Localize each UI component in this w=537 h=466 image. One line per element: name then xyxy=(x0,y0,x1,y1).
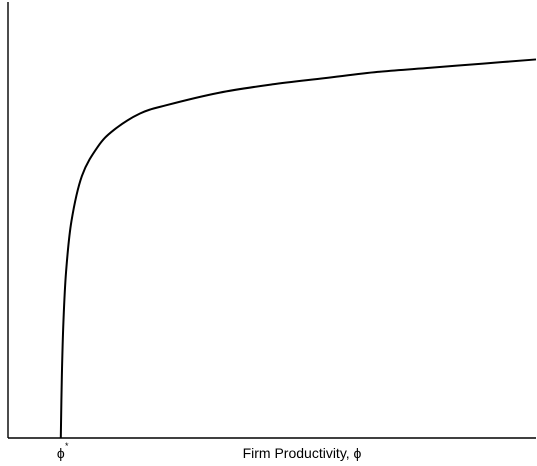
x-tick-label-0: ϕ xyxy=(57,445,65,461)
x-tick-superscript-0: * xyxy=(65,441,69,451)
series-line-0 xyxy=(59,58,537,439)
x-tick-group: ϕ * xyxy=(57,441,69,461)
series-group xyxy=(59,58,537,439)
x-axis-label: Firm Productivity, ϕ xyxy=(243,445,362,461)
axes xyxy=(7,2,536,439)
